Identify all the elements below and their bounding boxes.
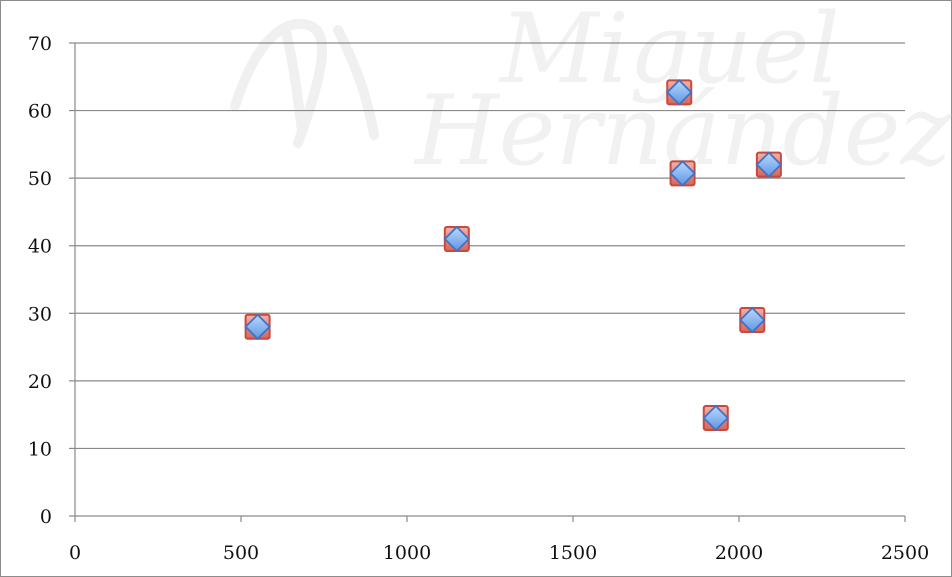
scatter-point-diamond <box>755 151 783 178</box>
grid-lines <box>75 42 905 450</box>
x-tick-label: 500 <box>223 542 259 564</box>
data-points <box>244 79 783 432</box>
x-tick-label: 1500 <box>549 542 597 564</box>
axes <box>74 43 905 517</box>
y-tick-label: 10 <box>28 438 52 460</box>
x-tick-label: 1000 <box>383 542 431 564</box>
x-tick-label: 2500 <box>881 542 929 564</box>
y-tick-label: 0 <box>40 506 52 528</box>
x-tick-label: 0 <box>69 542 81 564</box>
watermark-swirl <box>230 18 379 148</box>
x-axis-ticks: 0 500 1000 1500 2000 2500 <box>69 516 929 564</box>
scatter-point-diamond <box>739 306 766 334</box>
scatter-point-diamond <box>244 313 271 341</box>
y-tick-label: 40 <box>28 236 52 258</box>
y-tick-label: 20 <box>28 371 52 393</box>
y-axis-ticks: 0 10 20 30 40 50 60 70 <box>28 33 75 528</box>
scatter-point-diamond <box>443 225 471 253</box>
y-tick-label: 30 <box>28 303 52 325</box>
y-tick-label: 70 <box>28 33 52 55</box>
scatter-point-diamond <box>702 404 730 432</box>
watermark-logo: Miguel Hernández <box>230 0 952 187</box>
scatter-point-diamond <box>669 160 696 187</box>
x-tick-label: 2000 <box>715 542 763 564</box>
y-tick-label: 60 <box>28 101 52 123</box>
y-tick-label: 50 <box>28 168 52 190</box>
scatter-point-diamond <box>665 79 693 106</box>
